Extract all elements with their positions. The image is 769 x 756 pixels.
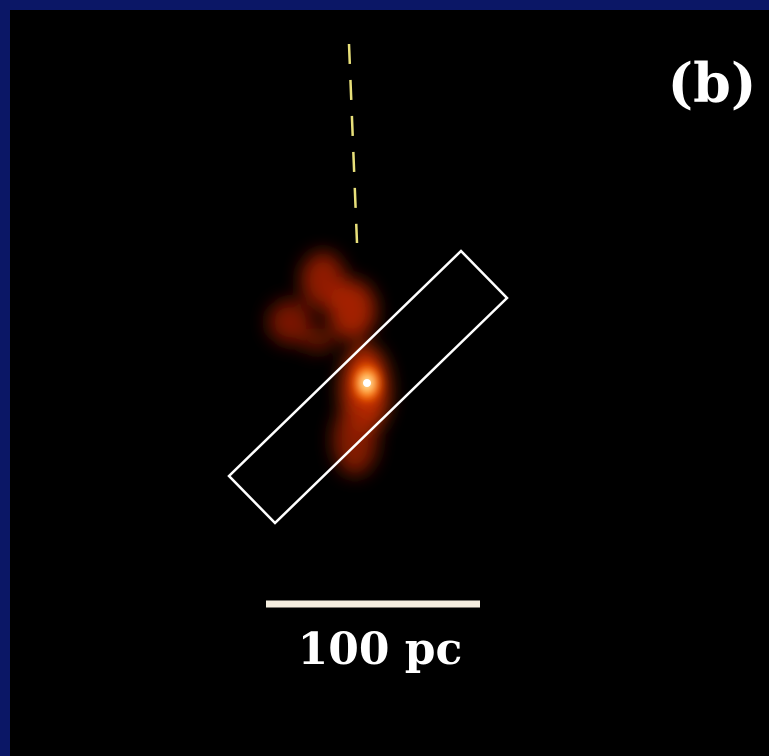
scale-bar-label: 100 pc (298, 624, 463, 675)
panel-label: (b) (668, 51, 757, 115)
figure-panel: 100 pc (b) (0, 0, 769, 756)
core-peak (363, 379, 371, 387)
page: 100 pc (b) (() => { const data = JSON.pa… (0, 0, 769, 756)
